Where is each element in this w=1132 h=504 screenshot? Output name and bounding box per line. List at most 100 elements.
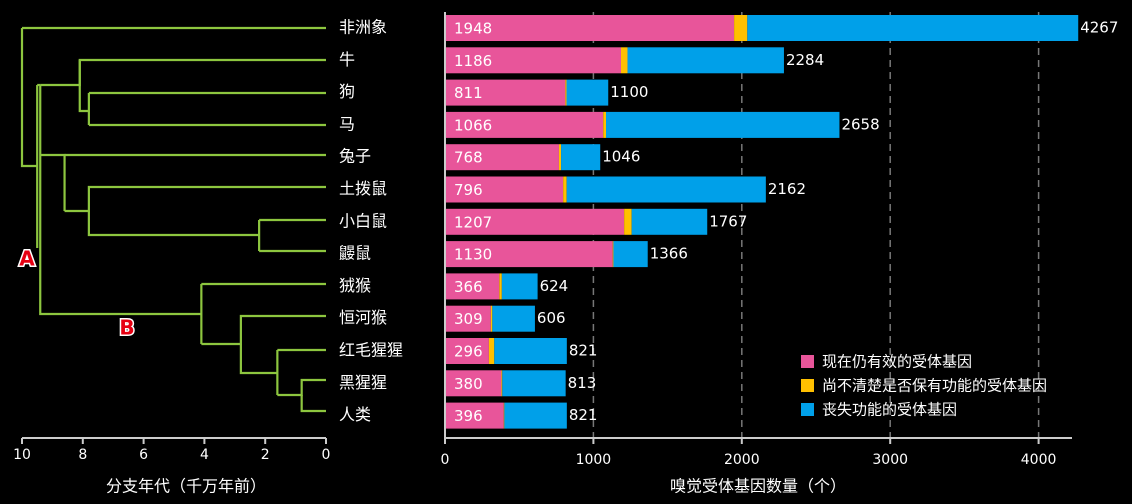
active-value-label: 1066	[454, 116, 492, 134]
tree-branch	[20, 28, 38, 168]
tree-branch	[87, 211, 260, 237]
total-value-label: 1767	[709, 212, 747, 230]
legend-label: 尚不清楚是否保有功能的受体基因	[822, 377, 1047, 395]
bar-active	[445, 273, 500, 300]
legend-label: 现在仍有效的受体基因	[822, 353, 972, 371]
tree-branch	[40, 58, 326, 87]
tree-branch	[64, 185, 326, 213]
active-value-label: 796	[454, 181, 483, 199]
time-axis-title: 分支年代（千万年前）	[106, 477, 266, 496]
bar-active	[445, 402, 504, 429]
active-value-label: 1130	[454, 246, 492, 264]
bar-lost	[492, 305, 535, 332]
x-tick-label: 0	[441, 452, 450, 468]
time-tick-label: 8	[78, 447, 87, 463]
bar-unknown	[558, 144, 562, 171]
bar-active	[445, 144, 559, 171]
active-value-label: 380	[454, 375, 483, 393]
bar-lost	[566, 79, 609, 106]
bar-unknown	[565, 79, 567, 106]
phylogenetic-tree	[20, 26, 326, 413]
tree-branch	[78, 60, 89, 113]
bar-lost	[747, 15, 1079, 41]
total-value-label: 821	[569, 342, 598, 360]
species-label: 红毛猩猩	[339, 341, 403, 360]
active-value-label: 811	[454, 84, 483, 102]
bar-lost	[502, 370, 566, 397]
tree-branch	[277, 378, 326, 397]
active-value-label: 1948	[454, 20, 492, 38]
tree-branch	[40, 153, 66, 211]
bar-unknown	[563, 176, 567, 203]
time-tick-label: 2	[261, 447, 270, 463]
active-value-label: 396	[454, 407, 483, 425]
active-value-label: 768	[454, 149, 483, 167]
bar-lost	[631, 208, 708, 235]
bar-active	[445, 208, 625, 235]
bar-unknown	[490, 305, 493, 332]
bar-lost	[613, 241, 648, 268]
bar-unknown	[734, 15, 748, 41]
total-value-label: 1046	[602, 148, 640, 166]
bar-unknown	[612, 241, 614, 268]
species-label: 土拨鼠	[339, 179, 387, 198]
bar-active	[445, 47, 622, 74]
bar-active	[445, 338, 489, 364]
tree-branch	[239, 344, 278, 375]
total-value-label: 4267	[1080, 19, 1118, 37]
bar-unknown	[501, 370, 503, 397]
bar-unknown	[503, 402, 505, 429]
species-label: 小白鼠	[339, 211, 387, 230]
total-value-label: 1366	[650, 245, 688, 263]
x-tick-label: 3000	[872, 452, 908, 468]
x-tick-label: 4000	[1021, 452, 1057, 468]
tree-branch	[300, 395, 326, 413]
total-value-label: 821	[569, 406, 598, 424]
bar-active	[445, 111, 604, 138]
bar-lost	[504, 402, 567, 429]
x-axis: 0 1000 2000 3000 4000 嗅觉受体基因数量（个）	[441, 12, 1072, 496]
bar-lost	[501, 273, 538, 300]
bar-active	[445, 176, 564, 203]
species-label: 人类	[339, 405, 371, 424]
time-tick-label: 4	[200, 447, 209, 463]
bar-active	[445, 370, 502, 397]
bar-active	[445, 241, 613, 268]
bar-active	[445, 15, 735, 41]
species-label: 牛	[339, 50, 355, 69]
node-label-a: A	[19, 247, 35, 271]
species-label: 马	[339, 114, 355, 133]
tree-branch	[39, 248, 202, 316]
gridlines	[592, 12, 1040, 437]
species-label: 狗	[339, 82, 355, 101]
active-value-label: 1186	[454, 52, 492, 70]
legend-swatch	[801, 403, 814, 416]
active-value-label: 309	[454, 310, 483, 328]
total-value-label: 2284	[786, 51, 824, 69]
total-value-label: 813	[568, 374, 597, 392]
active-value-label: 1207	[454, 213, 492, 231]
bar-unknown	[499, 273, 502, 300]
bar-lost	[561, 144, 601, 171]
bar-unknown	[603, 111, 607, 138]
bar-unknown	[488, 338, 495, 364]
total-value-label: 2162	[768, 180, 806, 198]
legend-label: 丧失功能的受体基因	[822, 401, 957, 419]
bar-unknown	[621, 47, 628, 74]
species-label: 狨猴	[339, 276, 371, 295]
species-label: 兔子	[339, 147, 371, 166]
bar-active	[445, 79, 566, 106]
bar-lost	[494, 338, 567, 364]
bar-lost	[606, 111, 840, 138]
total-value-label: 2658	[841, 115, 879, 133]
legend-swatch	[801, 355, 814, 368]
legend-swatch	[801, 379, 814, 392]
bar-lost	[627, 47, 784, 74]
tree-branch	[201, 314, 326, 346]
species-label: 黑猩猩	[339, 373, 387, 392]
time-tick-label: 10	[13, 447, 31, 463]
